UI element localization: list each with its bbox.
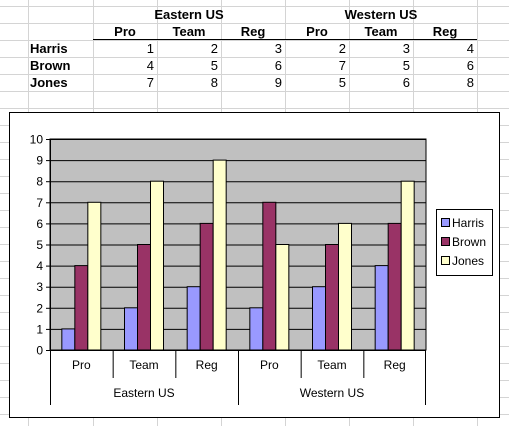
table-cell[interactable]: 6 xyxy=(466,58,474,73)
x-tick-label: Reg xyxy=(196,358,218,372)
group-header-western[interactable]: Western US xyxy=(344,7,418,22)
legend-swatch xyxy=(441,218,450,227)
table-cell[interactable]: 5 xyxy=(210,58,218,73)
table-cell[interactable]: 7 xyxy=(146,75,154,90)
table-cell[interactable]: 5 xyxy=(402,58,410,73)
table-cell[interactable]: 5 xyxy=(338,75,346,90)
row-label-harris[interactable]: Harris xyxy=(30,41,68,56)
y-tick-label: 2 xyxy=(36,301,43,315)
chart-canvas: 0 1 2 3 4 5 6 7 8 9 10 Pro Team Reg Pro Team Reg Eastern … xyxy=(30,133,493,405)
bar-harris xyxy=(186,286,201,351)
bar-harris xyxy=(249,307,264,351)
x-group-label: Western US xyxy=(300,386,364,400)
gridline xyxy=(0,57,509,58)
bar-harris xyxy=(312,286,326,351)
bar-jones xyxy=(150,180,164,351)
x-tick-label: Reg xyxy=(384,358,406,372)
bar-jones xyxy=(212,159,227,351)
legend-label: Jones xyxy=(452,254,484,268)
row-label-brown[interactable]: Brown xyxy=(30,58,71,73)
bar-jones xyxy=(338,222,352,351)
column-header[interactable]: Team xyxy=(172,24,206,39)
legend-label: Harris xyxy=(452,216,484,230)
y-tick-label: 7 xyxy=(36,196,43,210)
table-cell[interactable]: 8 xyxy=(466,75,474,90)
bar-jones xyxy=(400,180,415,351)
column-header[interactable]: Reg xyxy=(432,24,458,39)
legend-swatch xyxy=(441,256,450,265)
table-cell[interactable]: 2 xyxy=(338,41,346,56)
bar-harris xyxy=(374,265,389,351)
bar-jones xyxy=(87,201,102,351)
group-header-eastern[interactable]: Eastern US xyxy=(154,7,224,22)
bar-brown xyxy=(74,265,89,351)
x-tick-label: Team xyxy=(129,358,158,372)
legend-swatch xyxy=(441,237,450,246)
table-cell[interactable]: 3 xyxy=(402,41,410,56)
column-header[interactable]: Reg xyxy=(240,24,266,39)
table-cell[interactable]: 3 xyxy=(274,41,282,56)
gridline xyxy=(0,108,509,109)
header-underline xyxy=(93,39,477,40)
table-cell[interactable]: 6 xyxy=(274,58,282,73)
bar-jones xyxy=(275,244,290,351)
table-cell[interactable]: 2 xyxy=(210,41,218,56)
gridline xyxy=(0,40,509,41)
x-group-label: Eastern US xyxy=(113,386,174,400)
y-tick-label: 10 xyxy=(30,133,44,147)
bar-brown xyxy=(199,222,214,351)
column-header[interactable]: Pro xyxy=(114,24,136,39)
y-tick-label: 6 xyxy=(36,217,43,231)
embedded-chart[interactable]: 0 1 2 3 4 5 6 7 8 9 10 Pro Team Reg Pro Team Reg Eastern … xyxy=(9,112,500,418)
bar-brown xyxy=(387,222,402,351)
row-label-jones[interactable]: Jones xyxy=(30,75,68,90)
bar-harris xyxy=(124,307,138,351)
y-tick-label: 8 xyxy=(36,175,43,189)
table-cell[interactable]: 6 xyxy=(402,75,410,90)
x-tick-label: Team xyxy=(317,358,346,372)
table-cell[interactable]: 8 xyxy=(210,75,218,90)
y-tick-label: 1 xyxy=(36,322,43,336)
gridline xyxy=(0,74,509,75)
gridline xyxy=(0,91,509,92)
y-tick-label: 0 xyxy=(36,344,43,358)
gridline xyxy=(0,23,509,24)
column-header[interactable]: Team xyxy=(364,24,398,39)
column-header[interactable]: Pro xyxy=(306,24,328,39)
y-tick-label: 9 xyxy=(36,154,43,168)
y-tick-label: 4 xyxy=(36,259,43,273)
table-cell[interactable]: 1 xyxy=(146,41,154,56)
legend-label: Brown xyxy=(452,235,486,249)
table-cell[interactable]: 4 xyxy=(146,58,154,73)
gridline xyxy=(0,6,509,7)
table-cell[interactable]: 7 xyxy=(338,58,346,73)
table-cell[interactable]: 4 xyxy=(466,41,474,56)
bar-harris xyxy=(61,328,76,351)
table-cell[interactable]: 9 xyxy=(274,75,282,90)
y-tick-label: 5 xyxy=(36,238,43,252)
x-tick-label: Pro xyxy=(260,358,279,372)
bar-brown xyxy=(262,201,277,351)
y-tick-label: 3 xyxy=(36,280,43,294)
bar-brown xyxy=(137,244,151,351)
bar-brown xyxy=(325,244,339,351)
x-tick-label: Pro xyxy=(72,358,91,372)
